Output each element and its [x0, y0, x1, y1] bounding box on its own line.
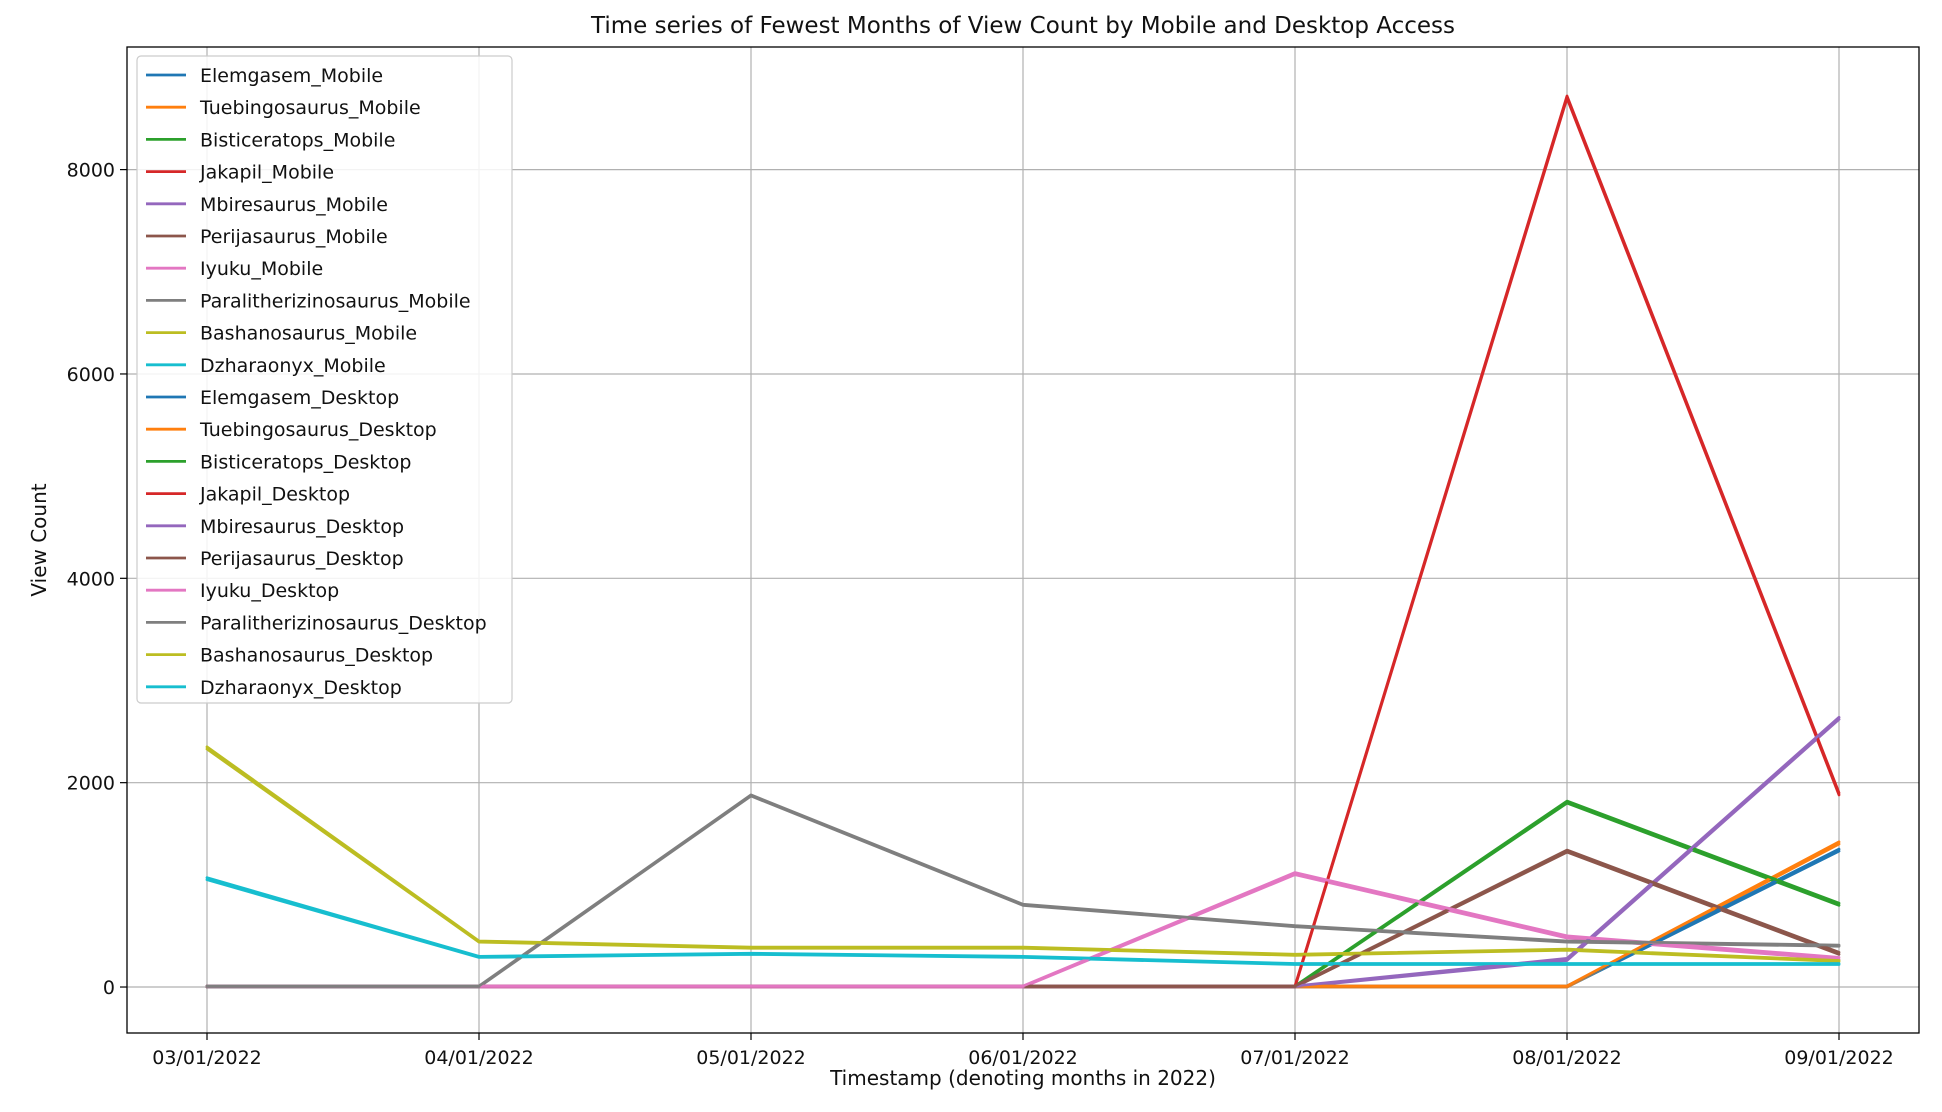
series-line-dzharaonyx-desktop — [205, 876, 1841, 965]
legend-label: Paralitherizinosaurus_Mobile — [200, 290, 471, 312]
series-line-paralitherizinosaurus-desktop — [205, 793, 1841, 988]
legend-label: Jakapil_Desktop — [199, 484, 350, 506]
legend-label: Mbiresaurus_Desktop — [200, 516, 404, 538]
y-tick-label: 4000 — [67, 568, 115, 590]
series-line-bashanosaurus-desktop — [205, 745, 1841, 962]
legend-label: Elemgasem_Desktop — [200, 387, 399, 409]
legend-label: Bisticeratops_Desktop — [200, 451, 411, 473]
legend-label: Elemgasem_Mobile — [200, 65, 383, 87]
y-tick-label: 2000 — [67, 773, 115, 795]
x-tick-label: 09/01/2022 — [1784, 1047, 1894, 1069]
x-tick-label: 03/01/2022 — [152, 1047, 262, 1069]
legend-box — [136, 55, 513, 704]
x-tick-label: 06/01/2022 — [968, 1047, 1078, 1069]
legend-label: Iyuku_Desktop — [200, 580, 339, 602]
series-lines — [205, 94, 1841, 989]
legend-label: Tuebingosaurus_Mobile — [199, 97, 421, 119]
axis-ticks: 03/01/2022 04/01/2022 05/01/2022 06/01/2022… — [67, 160, 1894, 1069]
x-tick-label: 05/01/2022 — [696, 1047, 806, 1069]
legend-label: Jakapil_Mobile — [199, 162, 334, 184]
legend-label: Paralitherizinosaurus_Desktop — [200, 612, 487, 634]
legend: Elemgasem_Mobile Tuebingosaurus_Mobile Bis… — [136, 55, 513, 704]
legend-entries: Elemgasem_Mobile Tuebingosaurus_Mobile Bis… — [146, 65, 487, 699]
legend-label: Perijasaurus_Mobile — [200, 226, 388, 248]
y-tick-label: 6000 — [67, 364, 115, 386]
y-axis-label: View Count — [27, 483, 51, 596]
legend-label: Perijasaurus_Desktop — [200, 548, 404, 570]
legend-label: Bisticeratops_Mobile — [200, 129, 395, 151]
x-tick-label: 07/01/2022 — [1240, 1047, 1350, 1069]
legend-label: Mbiresaurus_Mobile — [200, 194, 388, 216]
x-tick-label: 08/01/2022 — [1512, 1047, 1622, 1069]
legend-label: Dzharaonyx_Mobile — [200, 355, 386, 377]
y-tick-label: 0 — [103, 977, 115, 999]
x-tick-label: 04/01/2022 — [424, 1047, 534, 1069]
legend-label: Iyuku_Mobile — [200, 258, 323, 280]
y-tick-label: 8000 — [67, 160, 115, 182]
legend-label: Bashanosaurus_Mobile — [200, 323, 417, 345]
x-axis-label: Timestamp (denoting months in 2022) — [829, 1066, 1216, 1090]
legend-label: Tuebingosaurus_Desktop — [199, 419, 437, 441]
chart-title: Time series of Fewest Months of View Cou… — [590, 13, 1455, 39]
legend-label: Bashanosaurus_Desktop — [200, 645, 433, 667]
legend-label: Dzharaonyx_Desktop — [200, 677, 402, 699]
